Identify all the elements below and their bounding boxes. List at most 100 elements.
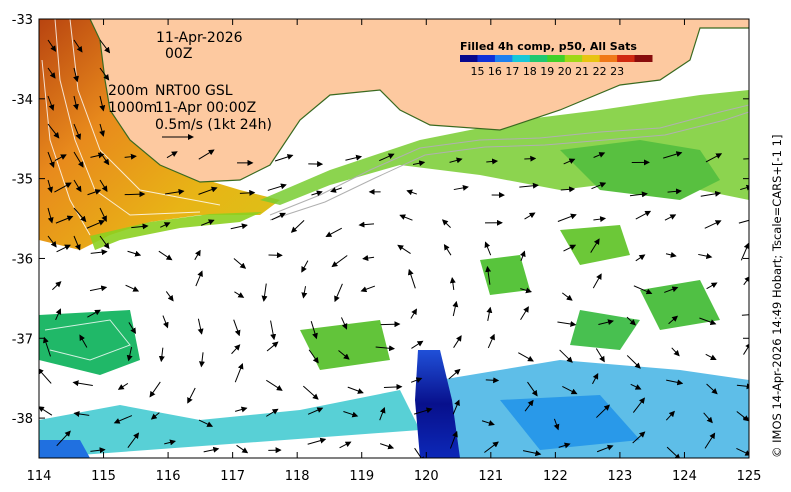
current-vector bbox=[559, 349, 573, 363]
current-vector bbox=[99, 151, 110, 166]
current-vector bbox=[131, 223, 149, 230]
current-vector bbox=[307, 437, 327, 445]
current-vector bbox=[705, 153, 723, 163]
current-vector bbox=[593, 152, 606, 158]
current-vector bbox=[736, 447, 749, 456]
current-vector bbox=[560, 186, 576, 193]
current-vector bbox=[195, 270, 203, 287]
current-vector bbox=[557, 320, 577, 327]
current-vector bbox=[414, 447, 425, 458]
current-vector bbox=[666, 379, 684, 386]
current-vector bbox=[358, 221, 375, 228]
current-vector bbox=[340, 317, 348, 330]
current-vector bbox=[89, 285, 108, 292]
current-vector bbox=[632, 397, 646, 413]
current-vector bbox=[626, 316, 636, 326]
current-vector bbox=[453, 335, 462, 348]
current-vector bbox=[667, 188, 682, 195]
current-vector bbox=[664, 214, 677, 221]
current-vector bbox=[47, 207, 54, 224]
current-vector bbox=[73, 179, 82, 193]
x-tick-label: 123 bbox=[607, 469, 632, 484]
colorbar-swatch bbox=[599, 55, 618, 62]
colorbar-tick-label: 23 bbox=[610, 65, 624, 78]
current-vector bbox=[125, 284, 140, 292]
current-vector bbox=[198, 352, 205, 368]
current-vector bbox=[665, 251, 677, 258]
colorbar-swatches bbox=[460, 55, 653, 62]
current-vector bbox=[410, 377, 423, 383]
current-vector bbox=[379, 443, 395, 450]
current-vector bbox=[635, 210, 652, 220]
current-vector bbox=[331, 255, 348, 268]
current-vector bbox=[524, 212, 536, 220]
current-vector bbox=[310, 321, 318, 340]
current-vector bbox=[301, 286, 308, 299]
current-vector bbox=[47, 151, 55, 168]
x-tick-label: 115 bbox=[91, 469, 116, 484]
current-vector bbox=[524, 399, 534, 412]
current-vector bbox=[553, 418, 560, 431]
x-tick-label: 118 bbox=[285, 469, 310, 484]
current-vector bbox=[379, 406, 386, 421]
current-vector bbox=[308, 349, 319, 364]
sst-green-patches bbox=[39, 90, 749, 375]
current-vector bbox=[274, 154, 294, 162]
current-vector bbox=[706, 282, 718, 290]
current-vector bbox=[334, 283, 343, 303]
current-vector bbox=[557, 213, 577, 222]
current-vector bbox=[47, 179, 54, 194]
current-vector bbox=[592, 373, 599, 385]
colorbar-title: Filled 4h comp, p50, All Sats bbox=[460, 40, 637, 53]
current-vectors bbox=[39, 39, 749, 458]
y-tick-label: -33 bbox=[12, 13, 33, 28]
current-vector bbox=[197, 318, 204, 335]
current-vector bbox=[261, 283, 268, 302]
current-vector bbox=[518, 352, 534, 362]
current-vector bbox=[663, 151, 683, 159]
current-vector bbox=[443, 243, 452, 256]
current-vector bbox=[266, 379, 283, 391]
current-vector bbox=[302, 385, 319, 400]
current-vector bbox=[73, 95, 79, 111]
coastline bbox=[89, 19, 749, 183]
colorbar-swatch bbox=[582, 55, 601, 62]
map-plot-area[interactable] bbox=[38, 19, 757, 462]
colorbar-swatch bbox=[529, 55, 548, 62]
current-vector bbox=[198, 149, 215, 160]
current-vector bbox=[487, 333, 495, 349]
colorbar: Filled 4h comp, p50, All Sats 15 16 17 18 19… bbox=[460, 40, 653, 78]
colorbar-tick-label: 17 bbox=[505, 65, 519, 78]
current-vector bbox=[452, 300, 459, 317]
current-vector bbox=[236, 444, 249, 454]
colorbar-swatch bbox=[477, 55, 496, 62]
current-vector bbox=[736, 411, 749, 422]
current-vector bbox=[117, 382, 129, 390]
current-vector bbox=[664, 286, 679, 293]
current-vector bbox=[56, 430, 71, 447]
current-vector bbox=[626, 355, 641, 369]
current-vector bbox=[699, 317, 717, 325]
isobath-200m bbox=[269, 104, 749, 216]
current-vector bbox=[99, 179, 108, 193]
current-vector bbox=[743, 342, 749, 355]
current-vector bbox=[598, 319, 614, 326]
current-vector bbox=[149, 381, 161, 398]
x-tick-label: 124 bbox=[672, 469, 697, 484]
current-vector bbox=[113, 415, 133, 424]
current-vector bbox=[412, 160, 426, 167]
current-vector bbox=[522, 450, 542, 457]
colorbar-tick-label: 22 bbox=[593, 65, 607, 78]
current-vector bbox=[266, 341, 279, 352]
current-vector bbox=[54, 182, 72, 193]
current-vector bbox=[55, 308, 62, 321]
current-vector bbox=[90, 447, 106, 454]
colorbar-tick-label: 20 bbox=[558, 65, 572, 78]
plot-border bbox=[38, 18, 750, 459]
current-vector bbox=[234, 362, 244, 383]
current-vector bbox=[590, 238, 600, 253]
current-vector bbox=[665, 410, 675, 421]
current-vector bbox=[158, 347, 165, 363]
date-label: 11-Apr-2026 bbox=[156, 30, 243, 46]
current-vector bbox=[47, 235, 57, 248]
